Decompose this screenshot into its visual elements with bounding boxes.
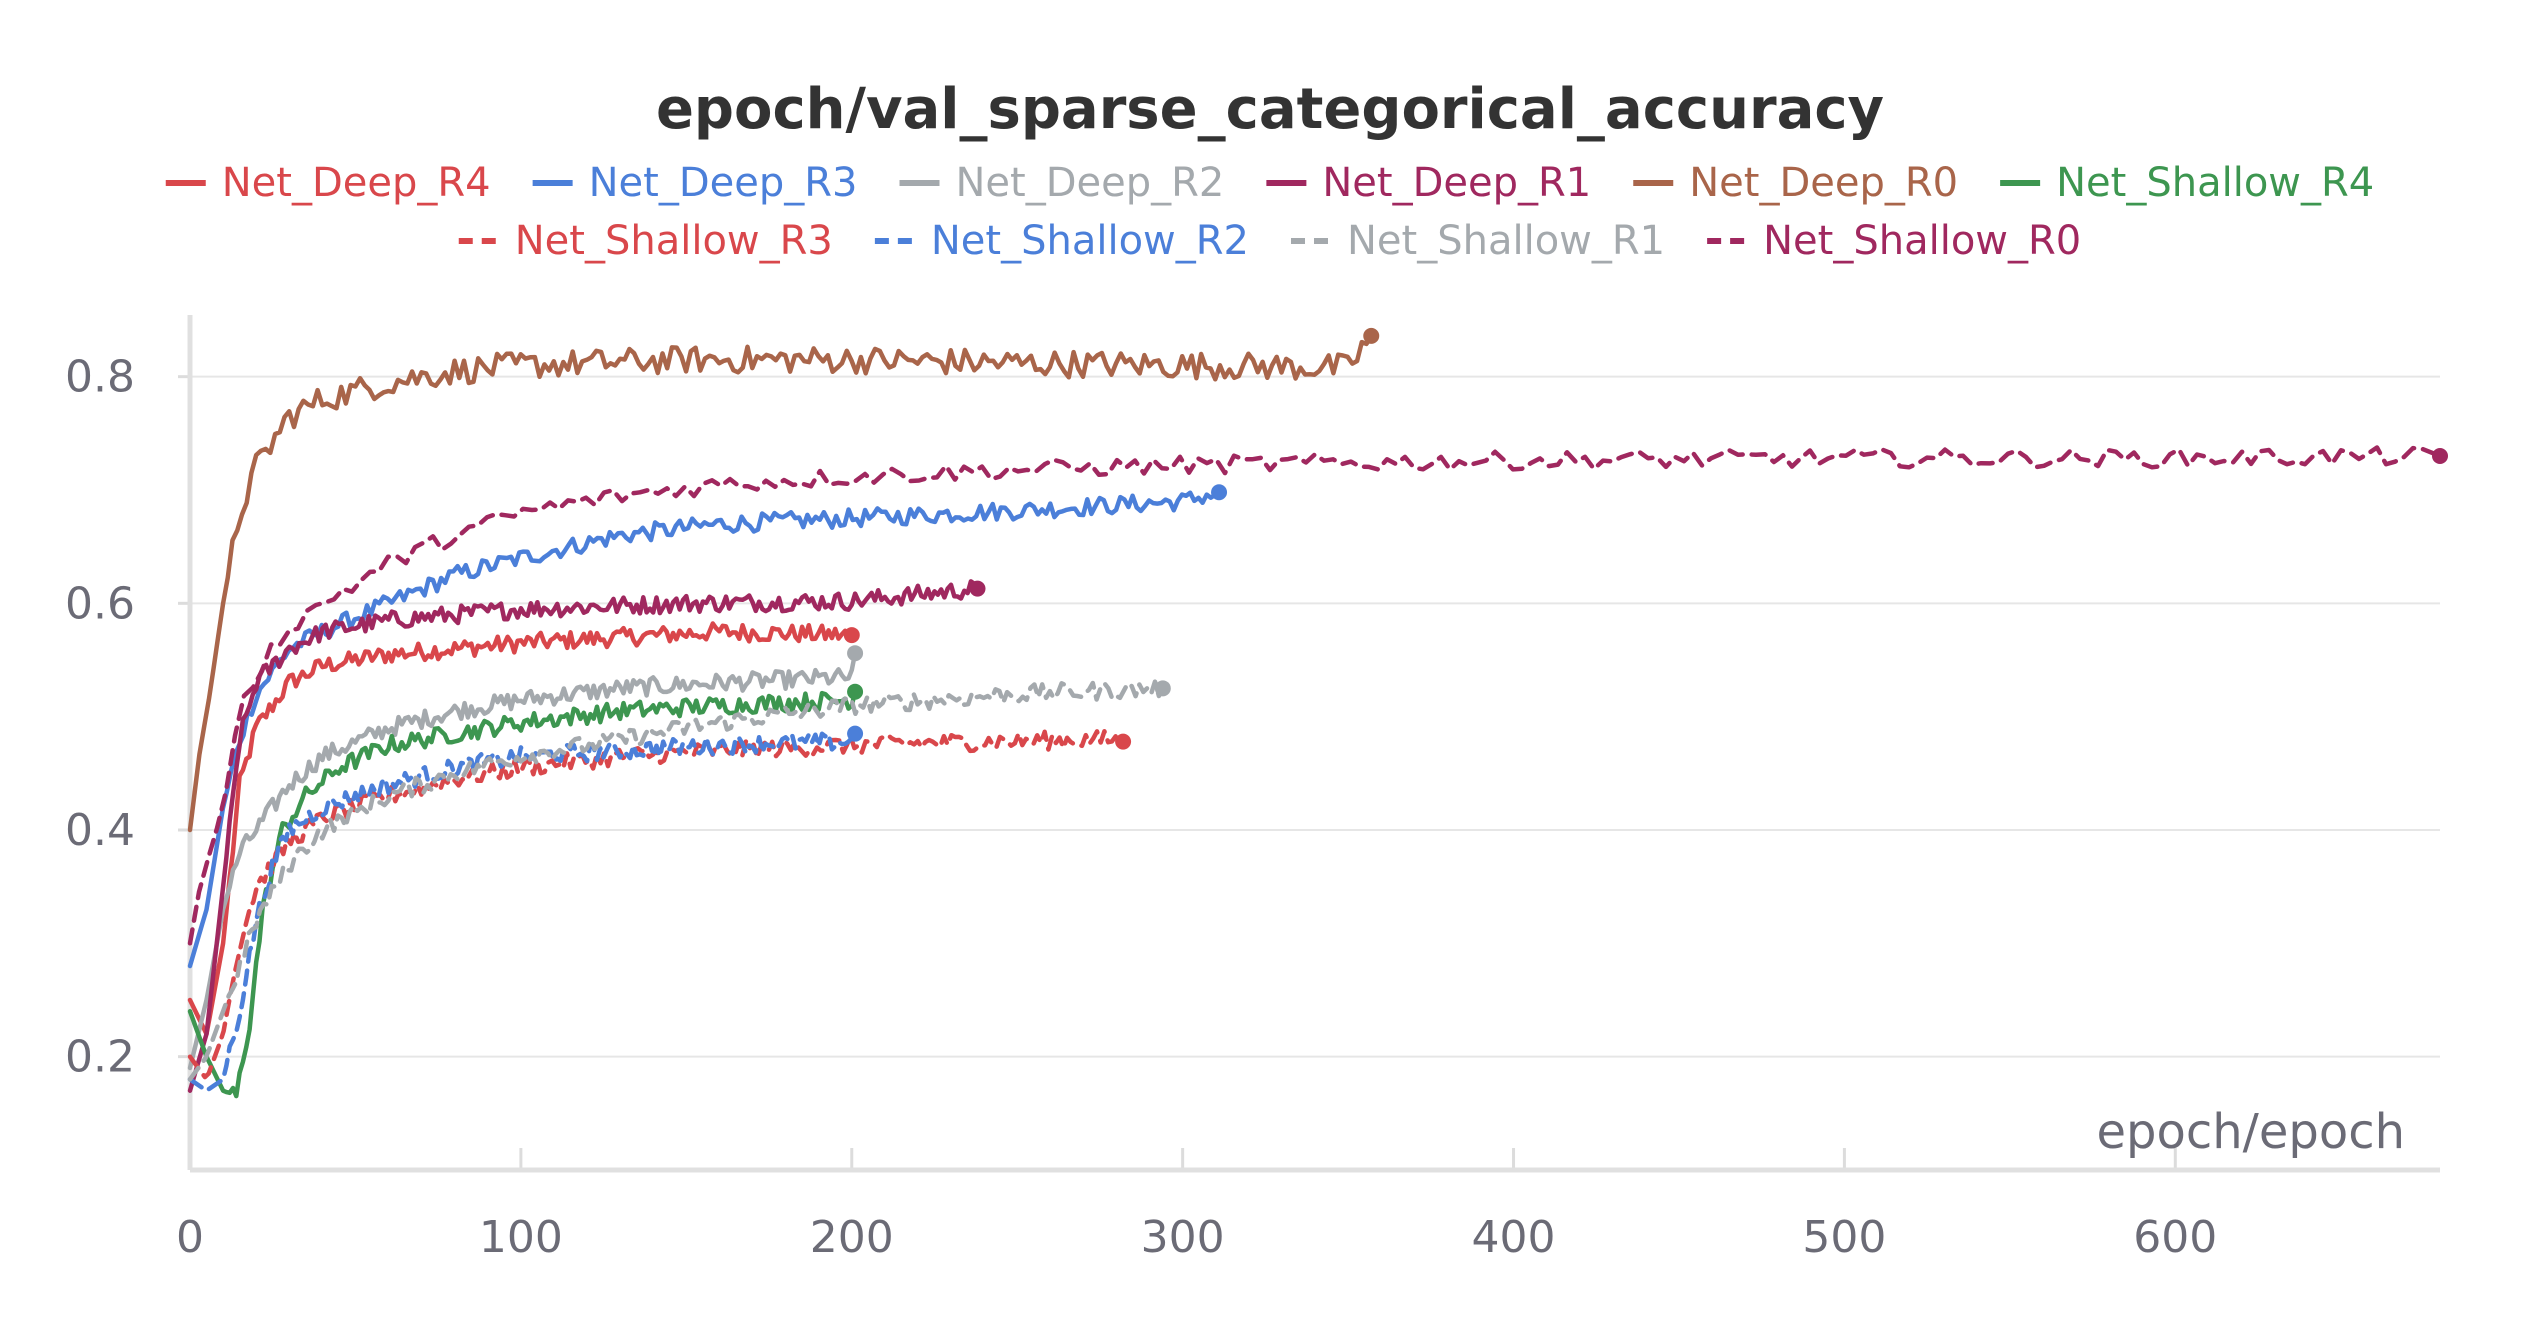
series-line-net-shallow-r3[interactable] [187,729,1126,1080]
series-line-net-shallow-r2[interactable] [187,731,858,1093]
legend-item[interactable]: Net_Shallow_R4 [2000,160,2374,206]
series-line-net-shallow-r4[interactable] [187,689,858,1099]
legend-label: Net_Shallow_R4 [2056,160,2374,206]
legend-label: Net_Deep_R1 [1322,160,1591,206]
series-line-net-deep-r4[interactable] [187,621,855,1037]
series-end-marker [2432,448,2448,464]
series-end-marker [847,683,864,700]
x-tick-label: 0 [176,1212,204,1263]
x-tick-label: 500 [1802,1212,1886,1263]
y-tick-label: 0.4 [65,805,135,856]
series-layer [187,327,2448,1099]
series-end-marker [843,627,860,644]
series-end-marker [847,645,864,662]
legend-label: Net_Deep_R3 [589,160,858,206]
y-tick-label: 0.6 [65,578,135,629]
series-line-net-shallow-r0[interactable] [187,445,2443,946]
legend-item[interactable]: Net_Deep_R1 [1266,160,1591,206]
legend-item[interactable]: Net_Shallow_R0 [1707,218,2081,264]
legend-label: Net_Deep_R0 [1689,160,1958,206]
y-tick-label: 0.8 [65,352,135,403]
legend-item[interactable]: Net_Shallow_R1 [1291,218,1665,264]
series-end-marker [1115,733,1132,750]
legend-label: Net_Deep_R4 [222,160,491,206]
x-tick-label: 100 [479,1212,563,1263]
series-line-net-deep-r2[interactable] [187,650,858,1071]
legend-label: Net_Deep_R2 [956,160,1225,206]
chart-title: epoch/val_sparse_categorical_accuracy [656,77,1884,142]
legend-item[interactable]: Net_Deep_R3 [532,160,858,206]
x-tick-label: 400 [1472,1212,1556,1263]
y-tick-label: 0.2 [65,1032,135,1083]
series-line-net-deep-r1[interactable] [187,579,980,1093]
series-line-net-deep-r0[interactable] [187,333,1374,833]
series-line-net-shallow-r1[interactable] [187,679,1166,1082]
legend-label: Net_Shallow_R2 [931,218,1249,264]
legend[interactable]: Net_Deep_R4 Net_Deep_R3 Net_Deep_R2 Net_Dee… [165,160,2375,264]
series-end-marker [1211,484,1228,501]
legend-item[interactable]: Net_Deep_R0 [1633,160,1958,206]
legend-label: Net_Shallow_R0 [1763,218,2081,264]
series-end-marker [969,580,986,597]
series-end-marker [847,725,864,742]
legend-label: Net_Shallow_R3 [515,218,833,264]
x-tick-label: 600 [2133,1212,2217,1263]
x-tick-label: 300 [1141,1212,1225,1263]
series-end-marker [1363,327,1380,344]
series-line-net-deep-r3[interactable] [187,490,1222,969]
legend-item[interactable]: Net_Shallow_R3 [458,218,833,264]
x-axis-label: epoch/epoch [2096,1104,2405,1160]
legend-item[interactable]: Net_Shallow_R2 [874,218,1249,264]
legend-label: Net_Shallow_R1 [1347,218,1665,264]
series-end-marker [1154,680,1171,697]
grid [190,375,2440,1058]
legend-item[interactable]: Net_Deep_R4 [165,160,491,206]
legend-item[interactable]: Net_Deep_R2 [899,160,1225,206]
axes: 0.2 0.4 0.6 0.8 0 100 200 300 400 500 600 [65,315,2440,1263]
x-tick-label: 200 [810,1212,894,1263]
